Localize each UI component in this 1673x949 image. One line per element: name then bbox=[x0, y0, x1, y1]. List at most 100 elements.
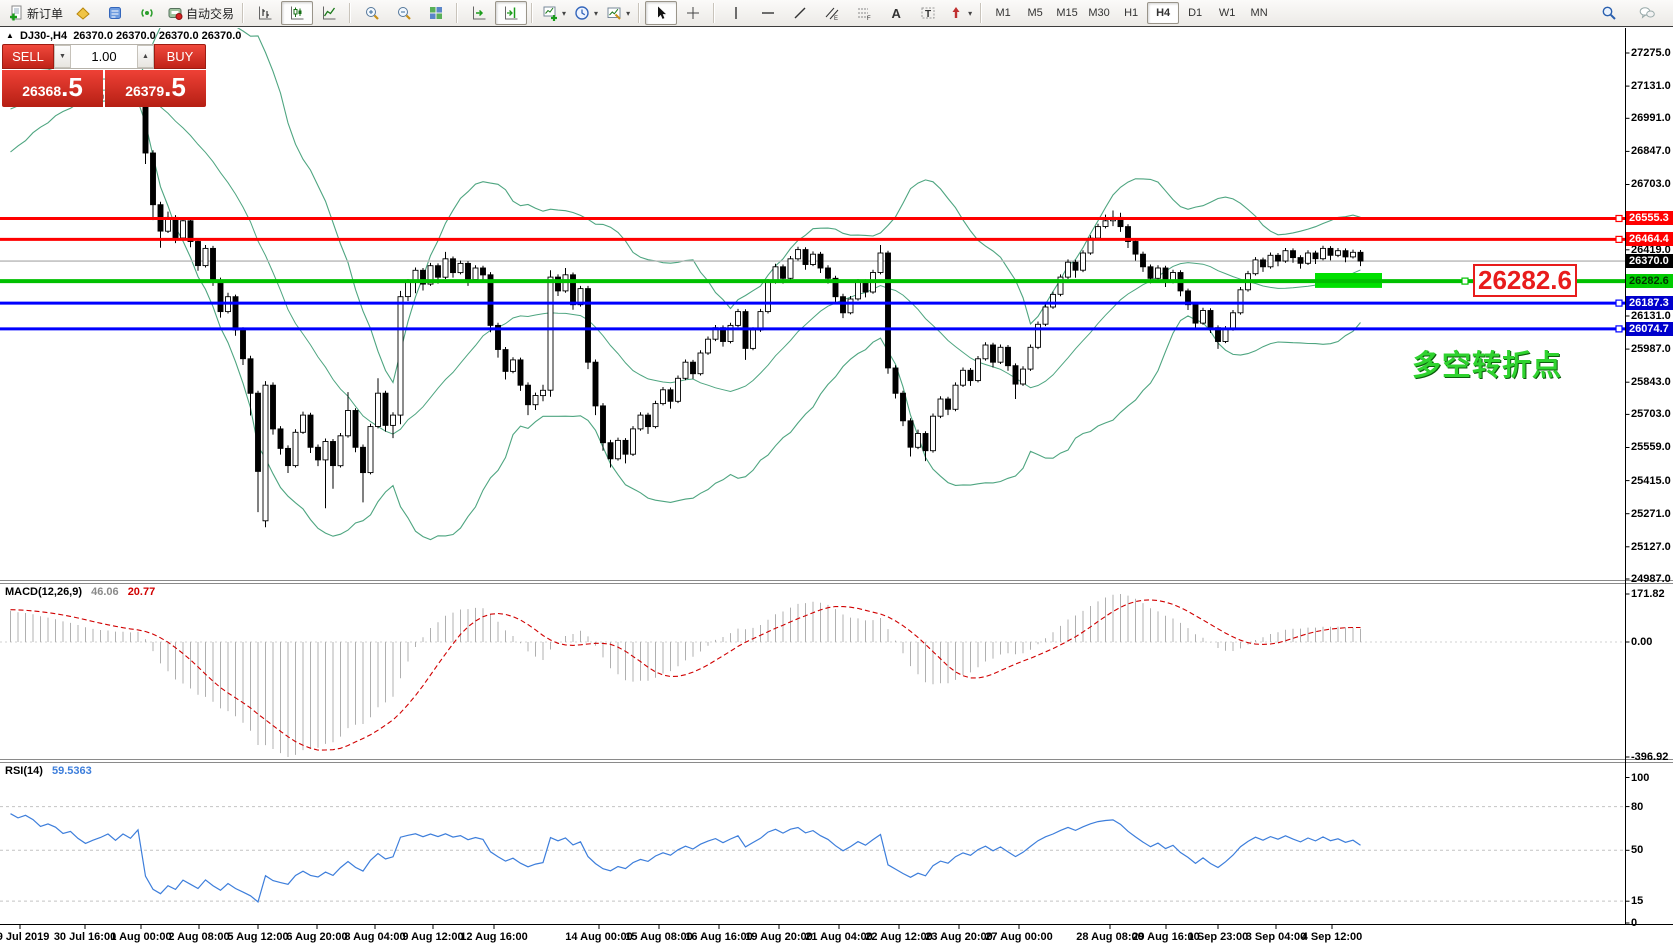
time-axis-label: 8 Aug 04:00 bbox=[344, 931, 406, 943]
indicators-list-icon bbox=[75, 5, 91, 21]
depth-of-market-button[interactable] bbox=[99, 1, 131, 25]
time-axis-label: 22 Aug 12:00 bbox=[865, 931, 933, 943]
timeframe-m15[interactable]: M15 bbox=[1056, 7, 1078, 19]
autotrading-label: 自动交易 bbox=[186, 6, 235, 21]
indicators-list-button[interactable] bbox=[67, 1, 99, 25]
text-icon: A bbox=[888, 5, 904, 21]
price-tick-label: 26847.0 bbox=[1631, 145, 1671, 158]
bar-chart-icon bbox=[257, 5, 273, 21]
templates-button[interactable]: ▾ bbox=[602, 1, 634, 25]
sell-price-button[interactable]: 26368 .5 bbox=[2, 70, 103, 107]
chart-shift-icon bbox=[503, 5, 519, 21]
macd-signal-line bbox=[10, 599, 1361, 751]
profiles-button[interactable]: ▾ bbox=[570, 1, 602, 25]
timeframe-h1[interactable]: H1 bbox=[1124, 7, 1139, 19]
price-tick-label: 25271.0 bbox=[1631, 507, 1671, 520]
search-button[interactable] bbox=[1593, 1, 1625, 25]
price-tick-label: 25987.0 bbox=[1631, 343, 1671, 356]
macd-signal-value: 20.77 bbox=[127, 586, 156, 598]
zoom-out-icon bbox=[396, 5, 412, 21]
text-label-button[interactable]: T bbox=[912, 1, 944, 25]
arrows-button[interactable]: ▾ bbox=[944, 1, 976, 25]
time-axis-label: 19 Aug 20:00 bbox=[745, 931, 813, 943]
trendline-button[interactable] bbox=[784, 1, 816, 25]
horizontal-line-button[interactable] bbox=[752, 1, 784, 25]
time-axis-label: 15 Aug 08:00 bbox=[625, 931, 693, 943]
buy-price-button[interactable]: 26379 .5 bbox=[105, 70, 206, 107]
horizontal-line-icon bbox=[760, 5, 776, 21]
time-axis-label: 9 Aug 12:00 bbox=[402, 931, 464, 943]
toolbar-group bbox=[463, 1, 528, 25]
macd-main-value: 46.06 bbox=[91, 586, 119, 598]
buy-button[interactable]: BUY bbox=[154, 44, 206, 69]
toolbar-group: E F A T ▾ bbox=[720, 1, 976, 25]
timeframe-mn[interactable]: MN bbox=[1250, 7, 1268, 19]
hline-marker[interactable] bbox=[1461, 277, 1469, 285]
timeframe-w1[interactable]: W1 bbox=[1218, 7, 1236, 19]
new-order-icon bbox=[8, 5, 24, 21]
macd-pane-label: MACD(12,26,9) 46.06 20.77 bbox=[5, 586, 155, 598]
time-axis-label: 14 Aug 00:00 bbox=[565, 931, 633, 943]
toolbar-separator bbox=[636, 3, 644, 23]
buy-price-frac: .5 bbox=[164, 72, 186, 102]
rsi-tick-label: 15 bbox=[1631, 895, 1644, 908]
time-axis-label: 6 Aug 20:00 bbox=[286, 931, 348, 943]
depth-of-market-icon bbox=[107, 5, 123, 21]
timeframe-m1[interactable]: M1 bbox=[995, 7, 1011, 19]
volume-value[interactable]: 1.00 bbox=[91, 49, 117, 64]
templates-caret-icon[interactable]: ▾ bbox=[626, 8, 631, 18]
zoom-in-button[interactable] bbox=[356, 1, 388, 25]
crosshair-button[interactable] bbox=[677, 1, 709, 25]
new-chart-button[interactable]: ▾ bbox=[538, 1, 570, 25]
zoom-out-button[interactable] bbox=[388, 1, 420, 25]
bar-chart-button[interactable] bbox=[249, 1, 281, 25]
hline-marker[interactable] bbox=[1615, 325, 1623, 333]
toolbar-group bbox=[356, 1, 452, 25]
line-chart-button[interactable] bbox=[313, 1, 345, 25]
text-button[interactable]: A bbox=[880, 1, 912, 25]
timeframe-d1[interactable]: D1 bbox=[1188, 7, 1203, 19]
auto-scroll-button[interactable] bbox=[463, 1, 495, 25]
hline-marker[interactable] bbox=[1615, 299, 1623, 307]
tile-windows-button[interactable] bbox=[420, 1, 452, 25]
hline-marker[interactable] bbox=[1615, 214, 1623, 223]
chart-shift-button[interactable] bbox=[495, 1, 528, 25]
autotrading-icon bbox=[167, 5, 183, 21]
hline-marker[interactable] bbox=[1615, 235, 1623, 243]
signals-button[interactable] bbox=[131, 1, 163, 25]
cursor-button[interactable] bbox=[645, 1, 678, 25]
chat-button[interactable] bbox=[1631, 1, 1663, 25]
new-order-label: 新订单 bbox=[27, 6, 64, 21]
pane-separator[interactable] bbox=[0, 580, 1673, 581]
vertical-line-button[interactable] bbox=[720, 1, 752, 25]
new-chart-icon bbox=[542, 5, 558, 21]
subwindow-arrow-icon[interactable]: ▲ bbox=[6, 31, 14, 40]
ohlc-values: 26370.0 26370.0 26370.0 26370.0 bbox=[73, 30, 242, 42]
timeframe-m5[interactable]: M5 bbox=[1027, 7, 1043, 19]
sell-price-main: 26368 bbox=[22, 83, 62, 99]
volume-increase-button[interactable]: ▲ bbox=[137, 45, 154, 68]
new-chart-caret-icon[interactable]: ▾ bbox=[562, 8, 567, 18]
price-level-callout[interactable]: 26282.6 bbox=[1473, 264, 1577, 297]
turning-point-annotation[interactable]: 多空转折点 bbox=[1412, 350, 1563, 382]
sell-button[interactable]: SELL bbox=[2, 44, 54, 69]
time-axis-label: 5 Aug 12:00 bbox=[227, 931, 289, 943]
price-tag-26370.0: 26370.0 bbox=[1626, 254, 1673, 269]
svg-text:E: E bbox=[834, 16, 838, 21]
profiles-icon bbox=[574, 5, 590, 21]
candlestick-button[interactable] bbox=[281, 1, 314, 25]
new-order-button[interactable]: 新订单 bbox=[4, 1, 67, 25]
fibonacci-button[interactable]: F bbox=[848, 1, 880, 25]
volume-decrease-button[interactable]: ▼ bbox=[54, 45, 71, 68]
pane-separator[interactable] bbox=[0, 759, 1673, 760]
svg-text:A: A bbox=[892, 6, 902, 21]
timeframe-m30[interactable]: M30 bbox=[1088, 7, 1110, 19]
macd-tick-label: 0.00 bbox=[1631, 636, 1653, 648]
profiles-caret-icon[interactable]: ▾ bbox=[594, 8, 599, 18]
toolbar-separator bbox=[454, 3, 462, 23]
autotrading-button[interactable]: 自动交易 bbox=[163, 1, 238, 25]
timeframe-h4[interactable]: H4 bbox=[1147, 2, 1180, 24]
arrows-caret-icon[interactable]: ▾ bbox=[968, 8, 973, 18]
equidistant-channel-button[interactable]: E bbox=[816, 1, 848, 25]
price-tick-label: 26991.0 bbox=[1631, 112, 1671, 125]
